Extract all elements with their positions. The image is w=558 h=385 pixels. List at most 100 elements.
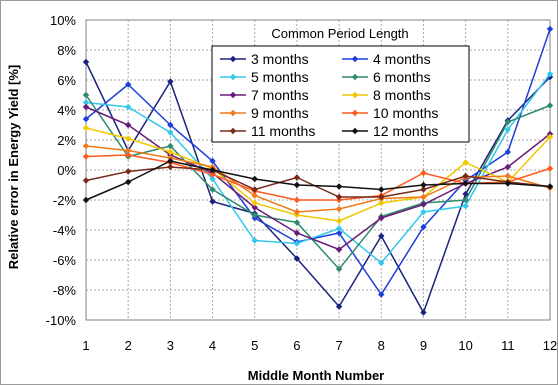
data-point	[124, 121, 132, 129]
legend-box	[211, 45, 470, 143]
data-point	[82, 177, 90, 184]
series	[82, 70, 554, 267]
data-point	[378, 199, 385, 207]
legend-marker	[351, 91, 359, 99]
x-tick-label: 1	[82, 338, 89, 353]
legend-label: 5 months	[251, 69, 309, 85]
legend-marker	[351, 73, 359, 81]
data-point	[293, 174, 301, 181]
data-point	[335, 183, 343, 190]
x-tick-label: 3	[167, 338, 174, 353]
data-point	[462, 196, 469, 204]
y-tick-label: -8%	[53, 283, 77, 298]
x-tick-label: 12	[543, 338, 557, 353]
data-point	[82, 91, 90, 99]
series	[82, 157, 554, 204]
series-line	[85, 127, 551, 222]
data-point	[504, 118, 512, 126]
data-point	[504, 126, 512, 133]
data-point	[124, 135, 132, 142]
data-point	[293, 240, 301, 247]
data-point	[124, 103, 132, 111]
legend-item: 4 months	[342, 51, 431, 67]
data-point	[82, 142, 90, 150]
data-point	[293, 208, 301, 216]
data-point	[251, 192, 258, 199]
data-point	[462, 180, 469, 187]
x-tick-label: 11	[501, 338, 515, 353]
legend-item: 5 months	[220, 69, 309, 85]
data-point	[124, 178, 132, 186]
data-point	[251, 186, 258, 193]
series-line	[85, 166, 551, 198]
x-tick-label: 4	[209, 338, 216, 353]
data-point	[251, 211, 258, 219]
x-tick-label: 5	[251, 338, 258, 353]
data-point	[209, 157, 216, 165]
series	[82, 25, 554, 298]
data-point	[82, 124, 90, 132]
series-line	[85, 28, 551, 296]
data-point	[420, 169, 427, 177]
data-point	[504, 148, 512, 156]
data-point	[546, 183, 554, 190]
data-point	[82, 103, 90, 111]
x-tick-label: 10	[458, 338, 472, 353]
legend-marker	[229, 55, 237, 63]
data-point	[420, 223, 427, 231]
series-line	[85, 61, 551, 315]
data-point	[420, 201, 427, 208]
data-point	[378, 193, 385, 201]
data-point	[335, 265, 343, 273]
legend-label: 4 months	[373, 51, 431, 67]
legend-marker	[229, 73, 237, 81]
legend-item: 9 months	[220, 105, 309, 121]
x-tick-label: 6	[293, 338, 300, 353]
legend-items: 3 months 4 months 5 months 6 months 7 months…	[220, 51, 438, 139]
data-point	[462, 159, 469, 166]
data-point	[251, 204, 258, 211]
series-line	[85, 94, 551, 271]
series-line	[85, 73, 551, 265]
data-point	[420, 309, 427, 316]
series-lines	[82, 25, 554, 316]
data-point	[420, 186, 427, 193]
legend-label: 10 months	[373, 105, 438, 121]
data-point	[251, 175, 258, 183]
data-point	[124, 81, 132, 88]
data-point	[546, 70, 554, 78]
data-point	[504, 180, 512, 187]
legend-marker	[351, 127, 359, 135]
data-point	[124, 147, 132, 154]
y-tick-label: 6%	[57, 73, 76, 88]
data-point	[504, 172, 512, 180]
data-point	[293, 181, 301, 189]
y-tick-label: 4%	[57, 103, 76, 118]
x-tick-label: 8	[378, 338, 385, 353]
legend-label: 12 months	[373, 123, 438, 139]
legend-label: 9 months	[251, 105, 309, 121]
legend-item: 11 months	[220, 123, 315, 139]
legend-item: 12 months	[342, 123, 438, 139]
x-axis-label: Middle Month Number	[248, 368, 385, 383]
data-point	[335, 229, 343, 237]
legend-label: 7 months	[251, 87, 309, 103]
legend-item: 6 months	[342, 69, 431, 85]
data-point	[293, 255, 301, 262]
legend-marker	[351, 109, 359, 117]
x-tick-label: 2	[125, 338, 132, 353]
data-point	[335, 193, 343, 201]
data-point	[82, 153, 90, 160]
data-point	[167, 121, 174, 129]
legend-label: 6 months	[373, 69, 431, 85]
data-point	[335, 217, 343, 225]
y-tick-labels: -10% -8% -6% -4% -2% 0% 2% 4% 6% 8% 10%	[46, 13, 77, 328]
data-point	[546, 102, 554, 109]
data-point	[504, 163, 512, 171]
x-tick-label: 9	[420, 338, 427, 353]
legend-item: 3 months	[220, 51, 309, 67]
data-point	[420, 193, 427, 201]
data-point	[251, 199, 258, 207]
data-point	[546, 165, 554, 172]
y-tick-label: -4%	[53, 223, 77, 238]
